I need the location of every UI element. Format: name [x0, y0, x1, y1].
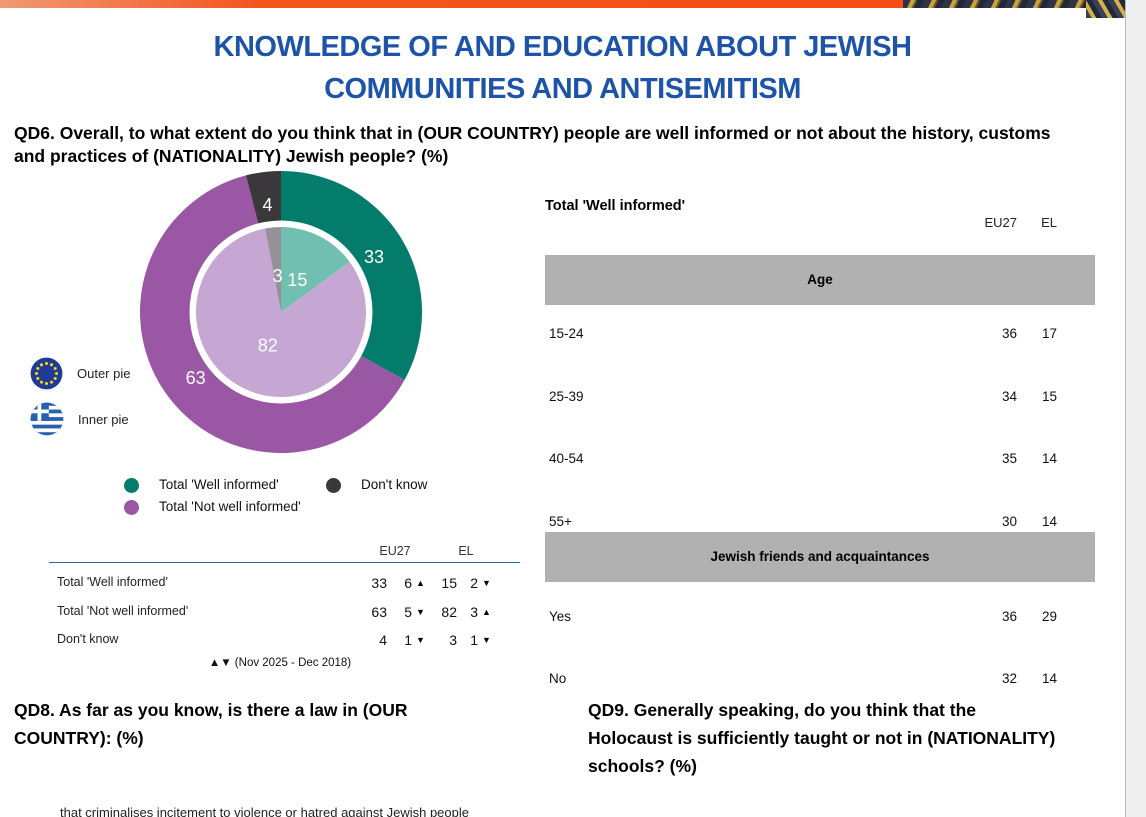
row-label: Yes: [549, 609, 572, 624]
outer-pie-legend: Outer pie: [30, 357, 130, 390]
pie-value-label: 33: [364, 247, 384, 267]
eu27-value: 36: [1001, 326, 1017, 341]
qd6-table-row: Don't know 4 1 ▼ 3 1 ▼: [40, 632, 520, 652]
page-edge-background: [1125, 0, 1146, 817]
pie-value-label: 82: [258, 335, 278, 355]
eu27-value: 36: [1001, 609, 1017, 624]
eu27-change: 6: [404, 575, 412, 591]
el-value: 15: [1041, 389, 1057, 404]
pie-value-label: 15: [287, 270, 307, 290]
eu27-change: 5: [404, 603, 412, 620]
eu27-value: 4: [379, 632, 387, 648]
el-value: 15: [441, 575, 457, 591]
greece-flag-icon: [30, 402, 64, 436]
eu27-trend-down-icon: ▼: [416, 606, 425, 617]
qd6-table-row: Total 'Not well informed' 63 5 ▼ 82 3 ▲: [40, 604, 520, 624]
el-value: 14: [1041, 451, 1057, 466]
col-header-eu27: EU27: [984, 215, 1017, 230]
legend-dot-well-informed: [124, 478, 139, 493]
row-label: Total 'Not well informed': [57, 603, 189, 618]
pie-value-label: 4: [262, 195, 272, 215]
el-change: 1: [470, 632, 478, 648]
demo-row: Yes 36 29: [545, 609, 1095, 627]
qd6-pie-svg: 33 63 4 15 82 3: [139, 171, 422, 453]
el-value: 29: [1041, 609, 1057, 624]
el-change: 2: [470, 575, 478, 591]
el-value: 14: [1041, 671, 1057, 686]
demographics-table: Total 'Well informed' EU27 EL Age 15-24 36…: [545, 185, 1095, 705]
legend-label: Total 'Not well informed': [159, 499, 301, 514]
col-header-eu27: EU27: [379, 544, 411, 558]
page-title-line1: KNOWLEDGE OF AND EDUCATION ABOUT JEWISH: [213, 31, 912, 63]
qd6-question: QD6. Overall, to what extent do you thin…: [14, 123, 1051, 166]
el-value: 82: [441, 603, 457, 620]
eu27-trend-up-icon: ▲: [416, 578, 425, 588]
eu27-value: 34: [1001, 389, 1017, 404]
legend-dot-not-well-informed: [124, 500, 139, 515]
row-label: 25-39: [549, 389, 584, 404]
qd6-table-row: Total 'Well informed' 33 6 ▲ 15 2 ▼: [40, 575, 520, 595]
inner-pie-label: Inner pie: [78, 411, 129, 427]
section-header-jewish-friends-and-acquaintances: Jewish friends and acquaintances: [545, 532, 1095, 582]
pie-value-label: 63: [186, 368, 206, 388]
qd9-question: QD9. Generally speaking, do you think th…: [588, 700, 1056, 776]
row-label: Don't know: [57, 632, 119, 646]
trend-footnote: ▲▼ (Nov 2025 - Dec 2018): [208, 657, 352, 669]
table-rule: [49, 562, 520, 563]
page-title: KNOWLEDGE OF AND EDUCATION ABOUT JEWISH …: [0, 26, 1125, 110]
clipped-bottom-text: that criminalises incitement to violence…: [60, 805, 469, 817]
col-header-el: EL: [1041, 215, 1057, 230]
col-header-el: EL: [458, 544, 474, 558]
demo-row: 55+ 30 14: [545, 514, 1095, 532]
el-value: 14: [1041, 514, 1057, 529]
row-label: 55+: [549, 514, 572, 529]
qd6-summary-table: EU27 EL Total 'Well informed' 33 6 ▲ 15 2 ▼ Tot…: [40, 540, 520, 678]
qd8-question: QD8. As far as you know, is there a law …: [14, 700, 408, 748]
el-trend-down-icon: ▼: [482, 635, 491, 645]
row-label: 40-54: [549, 451, 584, 466]
eu27-trend-down-icon: ▼: [416, 635, 425, 645]
banner-photo-corner: [1086, 0, 1125, 18]
el-value: 17: [1041, 326, 1057, 341]
outer-pie-label: Outer pie: [77, 366, 131, 381]
pie-value-label: 3: [273, 266, 283, 286]
banner-photo: [903, 0, 1125, 8]
inner-pie-legend: Inner pie: [30, 402, 129, 436]
eu27-value: 30: [1001, 514, 1017, 529]
demo-row: 15-24 36 17: [545, 326, 1095, 344]
page-title-line2: COMMUNITIES AND ANTISEMITISM: [324, 73, 801, 105]
el-change: 3: [470, 603, 478, 620]
inner-slice-0: [281, 227, 350, 312]
el-value: 3: [449, 632, 457, 648]
demo-row: 40-54 35 14: [545, 451, 1095, 469]
legend-dont-know: Don't know: [326, 477, 427, 493]
inner-slice-2: [265, 227, 281, 312]
eu-flag-icon: [30, 357, 63, 390]
legend-not-well-informed: Total 'Not well informed': [124, 499, 301, 515]
qd6-nested-pie-chart: 33 63 4 15 82 3: [131, 162, 431, 462]
row-label: Total 'Well informed': [57, 575, 168, 589]
demo-row: 25-39 34 15: [545, 389, 1095, 407]
demographics-title: Total 'Well informed': [545, 198, 686, 214]
el-trend-down-icon: ▼: [482, 578, 491, 588]
eu27-change: 1: [404, 632, 412, 648]
eu27-value: 33: [371, 575, 387, 591]
eu27-value: 63: [371, 603, 387, 620]
top-banner: [0, 0, 905, 8]
row-label: 15-24: [549, 326, 584, 341]
legend-label: Total 'Well informed': [159, 477, 279, 492]
legend-label: Don't know: [361, 477, 428, 492]
legend-dot-dont-know: [326, 478, 341, 493]
eu27-value: 32: [1001, 671, 1017, 686]
el-trend-up-icon: ▲: [482, 606, 491, 617]
eu27-value: 35: [1001, 451, 1017, 466]
row-label: No: [549, 671, 567, 686]
inner-slice-1: [196, 228, 366, 397]
section-header-age: Age: [545, 255, 1095, 305]
legend-well-informed: Total 'Well informed': [124, 477, 279, 493]
demo-row: No 32 14: [545, 671, 1095, 689]
